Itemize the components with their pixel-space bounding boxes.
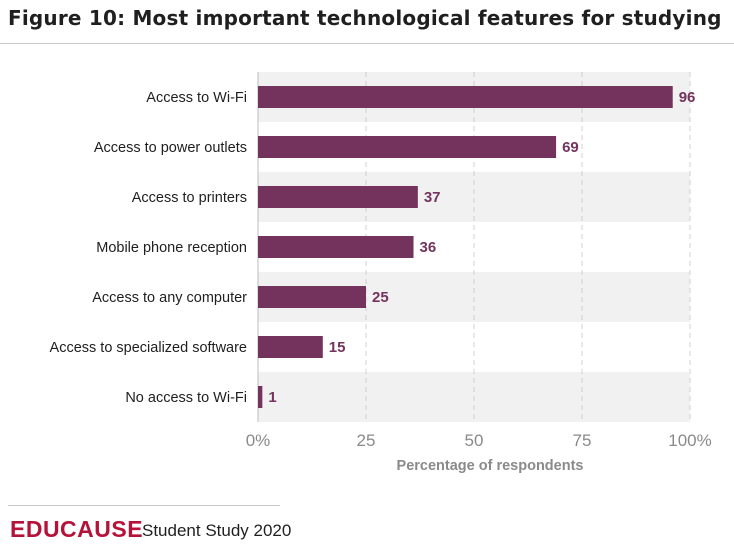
bar [258,286,366,308]
value-label: 25 [372,289,389,306]
educause-logo: EDUCAUSE [10,516,144,542]
bar [258,186,418,208]
value-label: 69 [562,139,579,156]
x-tick-label: 25 [357,431,376,450]
bar [258,386,263,408]
value-label: 96 [679,89,696,106]
bar [258,336,323,358]
category-label: Access to power outlets [94,140,247,156]
category-label: Access to specialized software [50,340,247,356]
x-axis-title: Percentage of respondents [397,458,584,474]
bar [258,86,673,108]
x-tick-label: 0% [246,431,271,450]
bar-chart: Access to Wi-Fi 96 Access to power outlets… [50,72,712,474]
category-label: Access to Wi-Fi [146,90,247,106]
category-label: Access to printers [132,190,247,206]
category-label: Access to any computer [92,290,247,306]
bar [258,236,414,258]
title-divider [0,43,734,44]
chart-title: Figure 10: Most important technological … [8,6,722,30]
study-name: Student Study 2020 [142,521,292,540]
footer-divider [8,505,280,506]
x-tick-label: 75 [573,431,592,450]
category-label: Mobile phone reception [96,240,247,256]
x-tick-label: 50 [465,431,484,450]
value-label: 15 [329,339,346,356]
value-label: 36 [420,239,437,256]
category-label: No access to Wi-Fi [125,390,247,406]
value-label: 1 [268,389,276,406]
x-tick-label: 100% [668,431,711,450]
bar [258,136,557,158]
value-label: 37 [424,189,441,206]
